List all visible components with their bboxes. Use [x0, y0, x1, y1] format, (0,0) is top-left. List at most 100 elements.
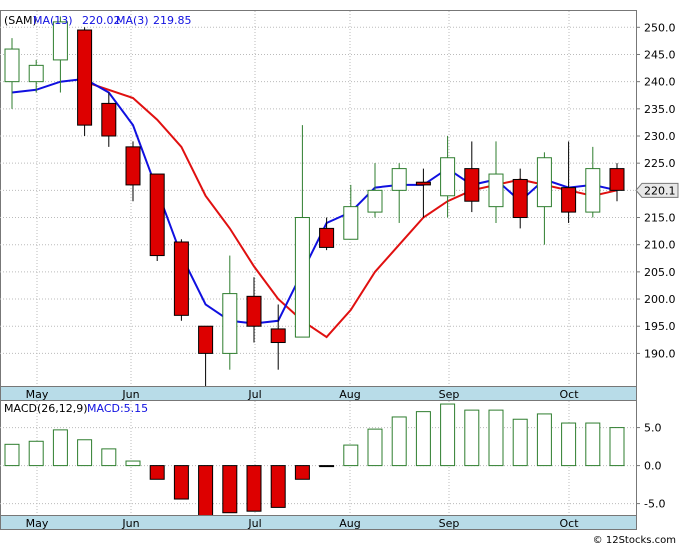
candle-body-down — [149, 173, 165, 257]
candle-body-down — [125, 146, 141, 186]
price-y-tick-label: 205.0 — [644, 266, 676, 279]
macd-y-tick-label: 0.0 — [644, 460, 662, 473]
x-tick-label-jul: Jul — [247, 388, 261, 401]
price-y-tick-label: 235.0 — [644, 103, 676, 116]
candle-body-up — [222, 293, 238, 354]
price-candles — [4, 16, 625, 386]
candle — [149, 173, 165, 261]
last-price-tag: 220.1 — [635, 182, 679, 198]
candle — [512, 168, 528, 229]
macd-bar-positive — [561, 422, 577, 467]
candle-body-up — [367, 189, 383, 213]
last-price-tag-shape — [635, 182, 679, 198]
macd-bar-positive — [52, 429, 68, 467]
candle — [585, 146, 601, 218]
candle — [173, 239, 189, 321]
candle-body-up — [343, 206, 359, 240]
price-y-tick-label: 230.0 — [644, 130, 676, 143]
candle-body-up — [585, 168, 601, 213]
candle — [294, 125, 310, 338]
candle-body-down — [77, 29, 93, 126]
macd-value-label: MACD:5.15 — [87, 402, 148, 415]
x-tick-label-jun: Jun — [121, 388, 139, 401]
candle — [415, 168, 431, 218]
x-tick-label-sep: Sep — [439, 388, 460, 401]
macd-bar-positive — [343, 444, 359, 467]
ma13-value: 220.02 — [82, 14, 121, 27]
macd-bar-positive — [28, 440, 44, 467]
candle — [561, 141, 577, 223]
macd-bar-positive — [512, 418, 528, 467]
candle — [464, 141, 480, 213]
last-price-tag-label: 220.1 — [644, 184, 676, 197]
macd-x-axis-band — [0, 515, 637, 530]
candle — [343, 184, 359, 240]
candle — [488, 141, 504, 223]
candle — [4, 38, 20, 109]
macd-bar-negative — [149, 465, 165, 480]
macd-bar-positive — [464, 409, 480, 467]
macd-x-tick-labels: May Jun Jul Aug Sep Oct — [26, 517, 580, 530]
candle-body-down — [512, 178, 528, 219]
x-tick-label-jul: Jul — [247, 517, 261, 530]
macd-bar-negative — [246, 465, 262, 512]
candle — [440, 136, 456, 218]
candle-body-down — [246, 295, 262, 327]
x-tick-label-may: May — [26, 517, 49, 530]
candle — [222, 255, 238, 370]
ma3-value: 219.85 — [153, 14, 192, 27]
x-tick-label-jun: Jun — [121, 517, 139, 530]
macd-bar-positive — [391, 416, 407, 467]
price-x-axis: May Jun Jul Aug Sep Oct — [0, 386, 637, 401]
candle-body-up — [294, 217, 310, 338]
candle — [125, 141, 141, 202]
x-tick-label-may: May — [26, 388, 49, 401]
price-panel: 190.0195.0200.0205.0210.0215.0220.0225.0… — [0, 10, 679, 387]
macd-bar-positive — [101, 448, 117, 467]
macd-bar-positive — [125, 460, 141, 467]
macd-bar-positive — [440, 403, 456, 467]
candle-body-up — [52, 21, 68, 61]
price-y-tick-label: 240.0 — [644, 76, 676, 89]
candle — [319, 217, 335, 251]
macd-bar-positive — [77, 439, 93, 467]
price-x-tick-labels: May Jun Jul Aug Sep Oct — [26, 388, 580, 401]
ma3-label: MA(3) — [116, 14, 149, 27]
candle-body-down — [270, 328, 286, 344]
candle-body-down — [319, 227, 335, 248]
macd-params-label: MACD(26,12,9) — [4, 402, 88, 415]
candle — [77, 27, 93, 136]
ma13-label: MA(13) — [33, 14, 73, 27]
candle — [609, 163, 625, 202]
price-y-tick-label: 215.0 — [644, 212, 676, 225]
price-y-tick-label: 225.0 — [644, 157, 676, 170]
x-tick-label-aug: Aug — [339, 388, 360, 401]
candle-body-down — [609, 168, 625, 191]
candle — [367, 163, 383, 218]
x-tick-label-oct: Oct — [559, 388, 579, 401]
x-tick-label-sep: Sep — [439, 517, 460, 530]
macd-bar-negative — [270, 465, 286, 508]
price-x-axis-band — [0, 386, 637, 401]
candle — [28, 59, 44, 93]
macd-bar-positive — [536, 413, 552, 467]
macd-bar-positive — [609, 427, 625, 467]
macd-bar-positive — [488, 409, 504, 467]
macd-y-tick-label: -5.0 — [644, 498, 665, 511]
candle — [270, 304, 286, 370]
candle — [536, 152, 552, 245]
candle-body-up — [488, 173, 504, 208]
candle-body-down — [561, 187, 577, 213]
macd-bar-positive — [367, 428, 383, 467]
macd-bar-positive — [415, 411, 431, 467]
candle-body-down — [198, 325, 214, 354]
price-y-tick-label: 200.0 — [644, 293, 676, 306]
price-gridlines — [0, 11, 636, 386]
candle — [101, 92, 117, 147]
candle-body-up — [4, 48, 20, 83]
candle — [391, 163, 407, 223]
macd-y-tick-label: 5.0 — [644, 422, 662, 435]
price-y-tick-label: 250.0 — [644, 21, 676, 34]
macd-bar-negative — [319, 465, 335, 468]
candle-body-down — [415, 181, 431, 186]
